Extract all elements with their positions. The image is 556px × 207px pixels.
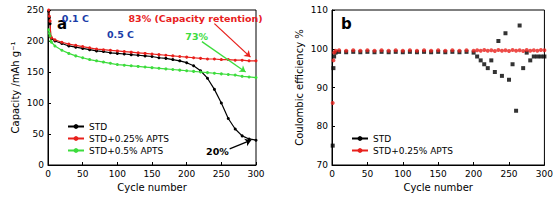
- svg-text:250: 250: [27, 5, 44, 15]
- svg-text:Capacity /mAh g⁻¹: Capacity /mAh g⁻¹: [10, 42, 21, 134]
- svg-text:STD+0.5% APTS: STD+0.5% APTS: [89, 146, 163, 156]
- svg-text:0: 0: [38, 160, 44, 170]
- svg-text:0.1 C: 0.1 C: [62, 13, 89, 24]
- svg-text:0: 0: [329, 169, 335, 179]
- svg-text:200: 200: [465, 169, 482, 179]
- svg-text:100: 100: [394, 169, 411, 179]
- svg-text:STD: STD: [373, 134, 391, 144]
- svg-text:0: 0: [45, 169, 51, 179]
- svg-text:Cycle number: Cycle number: [403, 182, 473, 193]
- svg-text:200: 200: [27, 36, 44, 46]
- svg-text:100: 100: [311, 44, 328, 54]
- svg-text:b: b: [341, 15, 352, 33]
- svg-text:80: 80: [317, 121, 329, 131]
- svg-text:100: 100: [27, 98, 44, 108]
- svg-text:300: 300: [247, 169, 264, 179]
- svg-text:STD+0.25% APTS: STD+0.25% APTS: [373, 146, 453, 156]
- svg-text:250: 250: [500, 169, 517, 179]
- svg-text:70: 70: [317, 160, 329, 170]
- svg-text:Cycle number: Cycle number: [117, 182, 187, 193]
- svg-text:150: 150: [430, 169, 447, 179]
- svg-text:50: 50: [33, 129, 45, 139]
- svg-text:0.5 C: 0.5 C: [107, 29, 134, 40]
- svg-text:200: 200: [178, 169, 195, 179]
- svg-text:150: 150: [27, 67, 44, 77]
- svg-text:50: 50: [77, 169, 89, 179]
- svg-text:STD+0.25% APTS: STD+0.25% APTS: [89, 134, 169, 144]
- svg-text:300: 300: [536, 169, 553, 179]
- svg-text:73%: 73%: [185, 31, 208, 42]
- svg-text:250: 250: [213, 169, 230, 179]
- svg-text:20%: 20%: [206, 146, 229, 157]
- svg-text:83% (Capacity retention): 83% (Capacity retention): [128, 13, 262, 24]
- svg-text:STD: STD: [89, 122, 107, 132]
- svg-text:Coulombic efficiency %: Coulombic efficiency %: [294, 29, 305, 146]
- svg-text:90: 90: [317, 83, 329, 93]
- svg-text:150: 150: [143, 169, 160, 179]
- svg-text:100: 100: [109, 169, 126, 179]
- svg-text:50: 50: [362, 169, 374, 179]
- svg-text:110: 110: [311, 5, 328, 15]
